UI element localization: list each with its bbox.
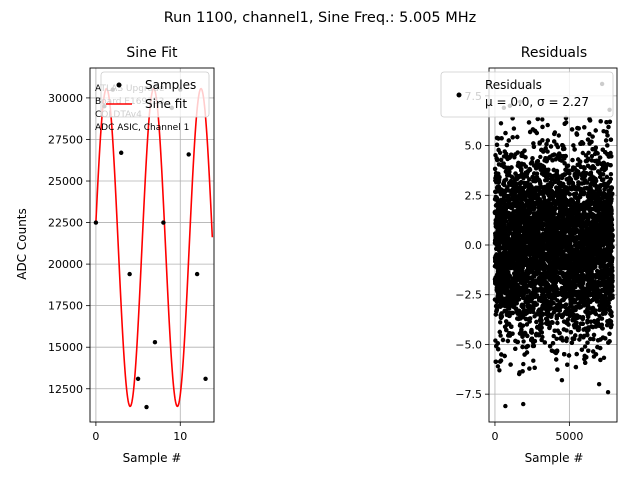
residual-point: [540, 117, 545, 122]
residual-point: [559, 335, 564, 340]
residual-point: [580, 150, 585, 156]
residual-point: [542, 340, 547, 345]
residual-point: [604, 129, 609, 135]
residual-point: [548, 144, 554, 149]
sample-point: [93, 220, 99, 225]
legend-samples-marker: [116, 82, 122, 88]
sine-fit-legend: Samples Sine fit: [100, 71, 210, 118]
sine-fit-data: [93, 87, 214, 410]
residual-point: [604, 323, 610, 328]
legend-samples-label: Samples: [145, 78, 196, 92]
sine-fit-ytick-label: 27500: [48, 133, 83, 146]
residuals-title: Residuals: [521, 45, 587, 61]
residual-point: [503, 130, 508, 136]
residual-point: [608, 176, 613, 182]
residual-point: [552, 131, 557, 137]
sine-fit-xlabel: Sample #: [123, 451, 182, 465]
residual-point: [538, 154, 543, 160]
residual-point: [498, 333, 503, 338]
sine-fit-ytick-label: 12500: [48, 383, 83, 396]
residual-point: [545, 122, 550, 128]
sine-fit-ytick-label: 25000: [48, 175, 83, 188]
sine-fit-ylabel: ADC Counts: [15, 208, 29, 280]
sine-fit-ytick-label: 20000: [48, 258, 83, 271]
sample-point: [152, 340, 158, 345]
residual-point: [599, 316, 605, 321]
residuals-panel: Residuals Sample # 0 5000−7.5−5.0−2.50.02…: [440, 45, 618, 465]
residual-point: [524, 174, 530, 179]
residual-point: [554, 142, 559, 147]
residual-point: [521, 361, 526, 367]
sine-fit-frame: [89, 67, 215, 423]
sample-point: [119, 150, 124, 155]
sine-fit-ytick-label: 22500: [48, 217, 83, 230]
residual-point: [590, 134, 595, 139]
residual-point: [593, 311, 599, 317]
sample-point: [194, 271, 200, 277]
sample-point: [127, 271, 132, 277]
sine-fit-ytick-label: 17500: [48, 300, 83, 313]
sample-point: [135, 376, 141, 381]
residual-point: [545, 149, 550, 154]
residuals-data: [492, 81, 615, 409]
sine-fit-panel: Sine Fit Sample # ADC Counts 0 10 12500 150…: [15, 45, 215, 465]
sample-point: [203, 376, 208, 381]
residual-point: [543, 146, 548, 151]
residual-point: [601, 355, 607, 360]
residual-point: [531, 144, 537, 149]
residual-point: [498, 121, 504, 126]
sample-point: [186, 152, 191, 157]
residual-point: [554, 336, 559, 341]
figure-title: Run 1100, channel1, Sine Freq.: 5.005 MH…: [164, 10, 477, 26]
sine-fit-title: Sine Fit: [126, 45, 178, 61]
sine-fit-ticks: 0 10 12500 15000 17500 20000 22500 25000 27500 30…: [48, 92, 187, 443]
sine-fit-xtick-label: 0: [92, 430, 99, 443]
residual-point: [573, 364, 579, 370]
residual-point: [512, 155, 517, 160]
residual-point: [498, 320, 503, 325]
sample-point: [161, 220, 166, 225]
residuals-xlabel: Sample #: [525, 451, 584, 465]
legend-sinefit-label: Sine fit: [145, 97, 187, 111]
residual-point: [589, 154, 595, 159]
residual-point: [541, 194, 546, 200]
residual-point: [606, 124, 611, 130]
residual-point: [531, 358, 536, 363]
residual-point: [551, 333, 556, 339]
residual-point: [511, 126, 517, 131]
legend-box: [100, 71, 210, 118]
residual-point: [582, 344, 588, 349]
residual-point: [556, 133, 561, 138]
sample-point: [144, 404, 149, 410]
residual-point: [608, 172, 614, 177]
sine-fit-curve: [95, 87, 214, 408]
sine-fit-ytick-label: 30000: [48, 92, 83, 105]
residual-point: [521, 339, 526, 344]
annotation-line: ADC ASIC, Channel 1: [95, 123, 189, 133]
sine-fit-xtick-label: 10: [173, 430, 187, 443]
sine-fit-ytick-label: 15000: [48, 341, 83, 354]
